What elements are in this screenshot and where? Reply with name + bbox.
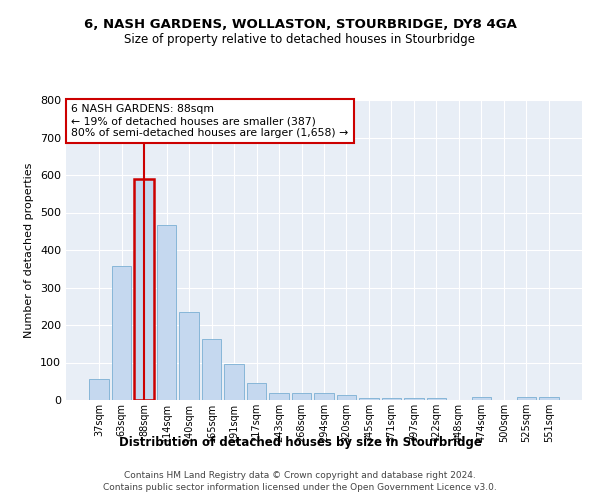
Bar	[359, 398, 379, 400]
Bar	[404, 398, 424, 400]
Bar	[247, 383, 266, 400]
Bar	[157, 224, 176, 400]
Bar	[112, 266, 131, 400]
Text: Contains public sector information licensed under the Open Government Licence v3: Contains public sector information licen…	[103, 484, 497, 492]
Bar	[517, 397, 536, 400]
Bar	[292, 393, 311, 400]
Text: Size of property relative to detached houses in Stourbridge: Size of property relative to detached ho…	[125, 32, 476, 46]
Bar	[337, 395, 356, 400]
Bar	[427, 398, 446, 400]
Bar	[134, 179, 154, 400]
Bar	[539, 398, 559, 400]
Text: 6, NASH GARDENS, WOLLASTON, STOURBRIDGE, DY8 4GA: 6, NASH GARDENS, WOLLASTON, STOURBRIDGE,…	[83, 18, 517, 30]
Text: Distribution of detached houses by size in Stourbridge: Distribution of detached houses by size …	[119, 436, 481, 449]
Bar	[382, 398, 401, 400]
Bar	[472, 397, 491, 400]
Text: Contains HM Land Registry data © Crown copyright and database right 2024.: Contains HM Land Registry data © Crown c…	[124, 471, 476, 480]
Bar	[224, 364, 244, 400]
Bar	[314, 393, 334, 400]
Y-axis label: Number of detached properties: Number of detached properties	[25, 162, 34, 338]
Text: 6 NASH GARDENS: 88sqm
← 19% of detached houses are smaller (387)
80% of semi-det: 6 NASH GARDENS: 88sqm ← 19% of detached …	[71, 104, 349, 138]
Bar	[269, 392, 289, 400]
Bar	[89, 380, 109, 400]
Bar	[202, 339, 221, 400]
Bar	[179, 312, 199, 400]
